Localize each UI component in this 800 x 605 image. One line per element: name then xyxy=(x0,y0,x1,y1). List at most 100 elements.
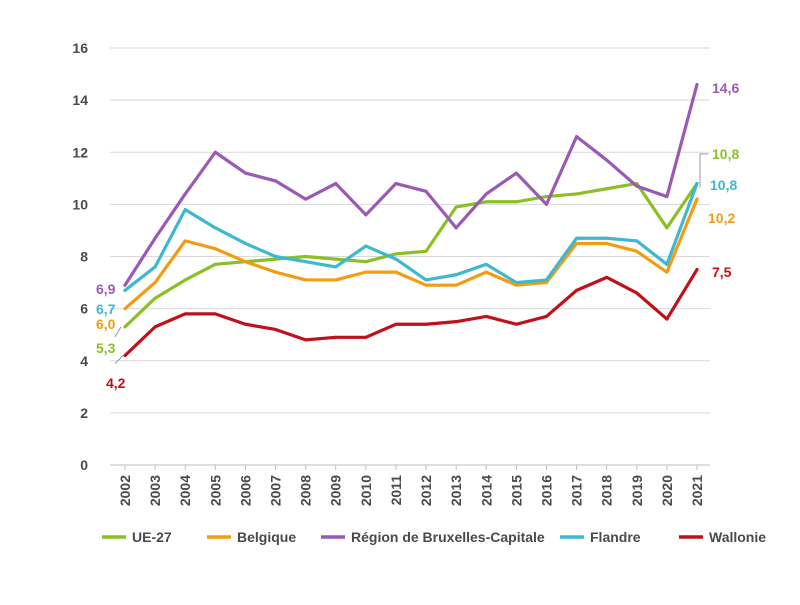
data-point-0-2014 xyxy=(484,200,488,204)
start-label-1: 6,0 xyxy=(96,316,116,332)
data-point-2-2015 xyxy=(514,171,518,175)
data-point-2-2011 xyxy=(394,182,398,186)
data-point-2-2009 xyxy=(334,182,338,186)
legend: UE-27 Belgique Région de Bruxelles-Capital… xyxy=(102,529,766,545)
data-point-3-2005 xyxy=(213,226,217,230)
end-label-0: 10,8 xyxy=(712,146,739,162)
data-point-0-2005 xyxy=(213,262,217,266)
data-point-3-2021 xyxy=(695,182,699,186)
data-point-0-2018 xyxy=(605,187,609,191)
data-point-1-2009 xyxy=(334,278,338,282)
x-tick-label-2003: 2003 xyxy=(147,475,163,506)
y-tick-label-14: 14 xyxy=(72,92,88,108)
data-point-4-2011 xyxy=(394,322,398,326)
x-tick-label-2007: 2007 xyxy=(268,475,284,506)
leader-line-ue27-start xyxy=(114,326,122,338)
data-point-4-2002 xyxy=(123,354,127,358)
data-labels: 5,3 6,0 6,9 6,7 4,2 10,8 10,2 14,6 10,8 7,5 xyxy=(96,80,739,391)
data-point-2-2003 xyxy=(153,236,157,240)
x-tick-label-2013: 2013 xyxy=(448,475,464,506)
x-tick-label-2006: 2006 xyxy=(237,475,253,506)
data-point-1-2006 xyxy=(243,260,247,264)
data-point-2-2005 xyxy=(213,150,217,154)
data-point-1-2019 xyxy=(635,249,639,253)
data-point-4-2021 xyxy=(695,268,699,272)
data-point-2-2017 xyxy=(575,135,579,139)
data-point-1-2013 xyxy=(454,283,458,287)
x-tick-label-2017: 2017 xyxy=(569,475,585,506)
data-point-0-2011 xyxy=(394,252,398,256)
series-line-2 xyxy=(123,82,699,287)
y-tick-label-8: 8 xyxy=(80,249,88,265)
x-tick-label-2009: 2009 xyxy=(328,475,344,506)
data-point-3-2011 xyxy=(394,257,398,261)
x-tick-label-2014: 2014 xyxy=(478,475,494,506)
y-tick-label-6: 6 xyxy=(80,301,88,317)
data-point-4-2007 xyxy=(274,327,278,331)
data-point-2-2019 xyxy=(635,184,639,188)
data-point-3-2003 xyxy=(153,265,157,269)
data-point-4-2020 xyxy=(665,317,669,321)
data-point-1-2020 xyxy=(665,270,669,274)
data-point-0-2015 xyxy=(514,200,518,204)
data-point-0-2004 xyxy=(183,278,187,282)
data-point-3-2014 xyxy=(484,262,488,266)
data-point-4-2003 xyxy=(153,325,157,329)
data-point-1-2003 xyxy=(153,281,157,285)
start-label-0: 5,3 xyxy=(96,340,116,356)
series-line-0 xyxy=(123,181,699,329)
data-point-0-2016 xyxy=(544,195,548,199)
data-point-1-2012 xyxy=(424,283,428,287)
start-label-2: 6,9 xyxy=(96,281,116,297)
data-point-1-2011 xyxy=(394,270,398,274)
legend-label-1: Belgique xyxy=(237,529,296,545)
data-point-2-2010 xyxy=(364,213,368,217)
legend-label-0: UE-27 xyxy=(132,529,172,545)
y-tick-label-0: 0 xyxy=(80,457,88,473)
x-tick-label-2005: 2005 xyxy=(207,475,223,506)
x-tick-label-2012: 2012 xyxy=(418,475,434,506)
x-tick-label-2021: 2021 xyxy=(689,475,705,506)
data-point-0-2010 xyxy=(364,260,368,264)
data-point-1-2002 xyxy=(123,307,127,311)
y-tick-label-16: 16 xyxy=(72,40,88,56)
x-tick-label-2016: 2016 xyxy=(538,475,554,506)
data-point-1-2008 xyxy=(304,278,308,282)
y-tick-label-2: 2 xyxy=(80,405,88,421)
data-point-3-2015 xyxy=(514,281,518,285)
data-point-0-2012 xyxy=(424,249,428,253)
data-point-3-2017 xyxy=(575,236,579,240)
data-point-1-2010 xyxy=(364,270,368,274)
gridlines xyxy=(110,47,710,414)
data-point-4-2014 xyxy=(484,314,488,318)
data-point-1-2007 xyxy=(274,270,278,274)
data-point-2-2012 xyxy=(424,189,428,193)
end-label-1: 10,2 xyxy=(708,210,735,226)
x-tick-label-2018: 2018 xyxy=(599,475,615,506)
y-tick-label-10: 10 xyxy=(72,196,88,212)
data-point-4-2015 xyxy=(514,322,518,326)
data-point-0-2008 xyxy=(304,255,308,258)
data-point-2-2020 xyxy=(665,195,669,199)
data-point-1-2016 xyxy=(544,281,548,285)
data-point-1-2004 xyxy=(183,239,187,243)
data-point-3-2010 xyxy=(364,244,368,248)
start-label-3: 6,7 xyxy=(96,301,116,317)
data-point-4-2010 xyxy=(364,335,368,339)
series-lines xyxy=(123,82,699,358)
data-point-2-2021 xyxy=(695,82,699,86)
data-point-2-2008 xyxy=(304,197,308,201)
x-tick-label-2002: 2002 xyxy=(117,475,133,506)
x-tick-label-2020: 2020 xyxy=(659,475,675,506)
data-point-4-2004 xyxy=(183,312,187,316)
end-label-3: 10,8 xyxy=(710,177,737,193)
x-tick-label-2019: 2019 xyxy=(629,475,645,506)
data-point-4-2008 xyxy=(304,338,308,342)
data-point-1-2014 xyxy=(484,270,488,274)
leader-line-wallonie-start xyxy=(114,355,124,364)
data-point-0-2007 xyxy=(274,257,278,261)
y-tick-label-12: 12 xyxy=(72,144,88,160)
data-point-3-2020 xyxy=(665,262,669,266)
data-point-1-2005 xyxy=(213,247,217,251)
